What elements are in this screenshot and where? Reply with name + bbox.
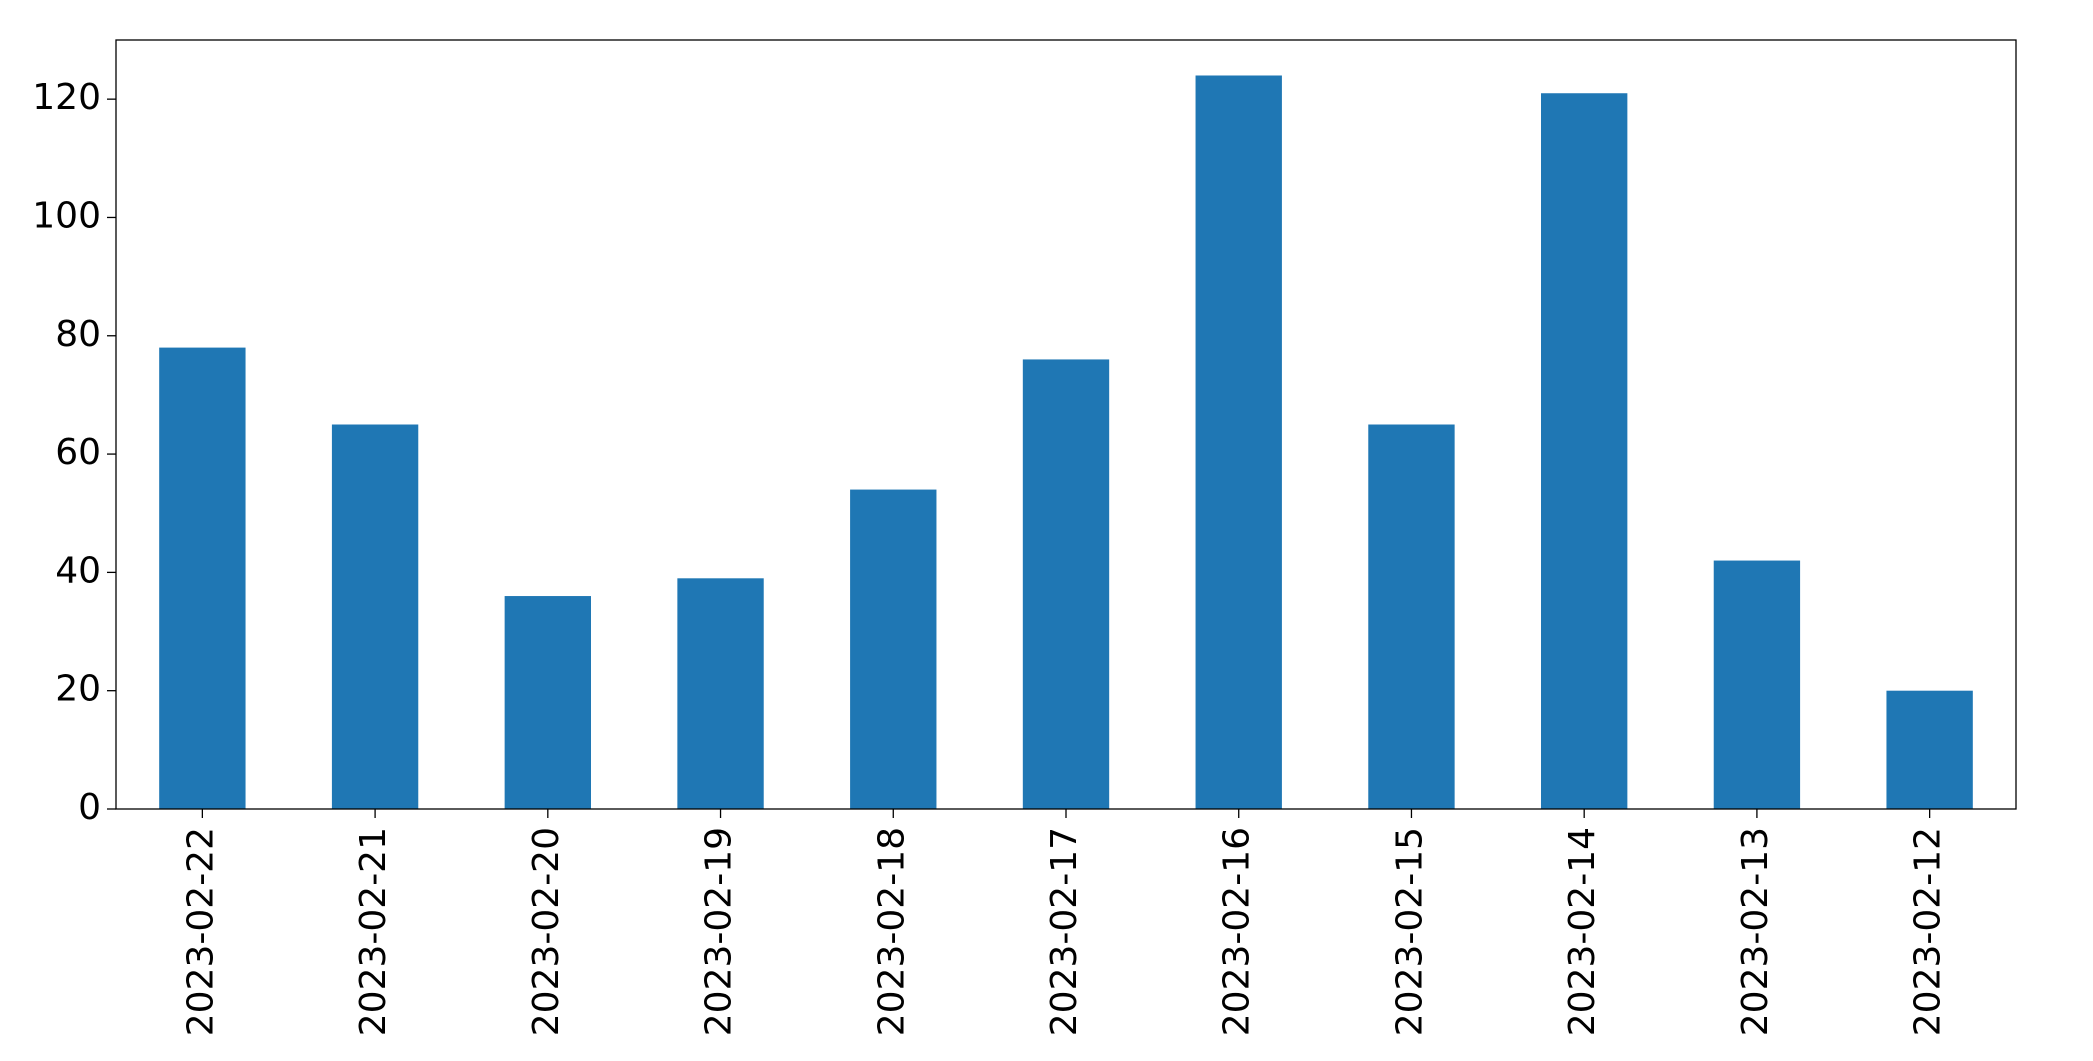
plot-frame — [115, 39, 2017, 810]
bar — [159, 347, 246, 809]
y-tick-label: 120 — [32, 77, 101, 118]
x-tick-label: 2023-02-21 — [353, 827, 394, 1036]
y-tick-label: 80 — [55, 314, 101, 355]
bar — [1368, 424, 1455, 809]
y-tick-label: 20 — [55, 669, 101, 710]
x-tick-label: 2023-02-18 — [871, 827, 912, 1036]
x-tick-label: 2023-02-19 — [699, 827, 740, 1036]
bar — [504, 596, 591, 809]
bar — [1195, 75, 1282, 809]
bar — [677, 578, 764, 809]
y-tick-label: 100 — [32, 195, 101, 236]
x-tick-label: 2023-02-13 — [1735, 827, 1776, 1036]
bar — [1022, 359, 1110, 809]
x-tick-label: 2023-02-12 — [1908, 827, 1949, 1036]
x-tick-label: 2023-02-22 — [180, 827, 221, 1036]
bar — [331, 424, 419, 809]
bar — [1541, 93, 1628, 809]
y-tick-label: 60 — [55, 432, 101, 473]
x-tick-label: 2023-02-15 — [1389, 827, 1430, 1036]
bar — [1713, 560, 1801, 809]
y-tick-label: 0 — [78, 787, 101, 828]
x-tick-label: 2023-02-17 — [1044, 827, 1085, 1036]
x-tick-label: 2023-02-16 — [1217, 827, 1258, 1036]
x-tick-label: 2023-02-20 — [526, 827, 567, 1036]
x-tick-label: 2023-02-14 — [1562, 827, 1603, 1036]
bar — [1886, 690, 1973, 809]
bar — [850, 489, 937, 809]
y-tick-label: 40 — [55, 550, 101, 591]
